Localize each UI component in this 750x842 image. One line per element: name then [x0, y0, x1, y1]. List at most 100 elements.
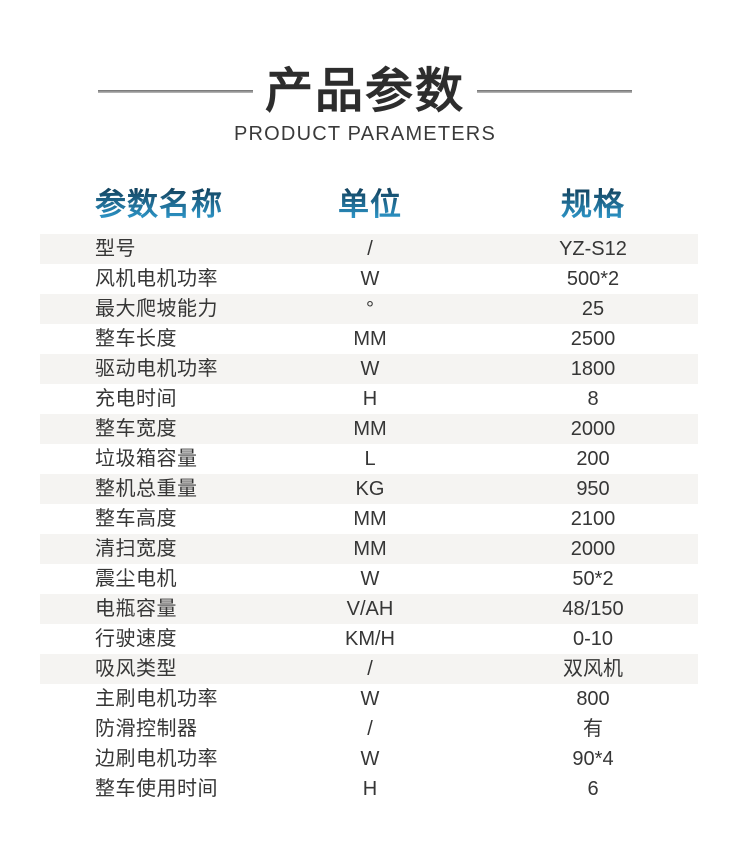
param-spec-cell: 6	[587, 778, 599, 800]
param-unit-cell: L	[364, 448, 376, 470]
row-spacer	[445, 354, 488, 384]
param-unit-cell: MM	[353, 508, 387, 530]
row-spacer	[445, 414, 488, 444]
param-spec-cell: 48/150	[562, 598, 624, 620]
param-spec-cell: 2100	[570, 508, 616, 530]
param-name-cell: 主刷电机功率	[95, 688, 218, 710]
row-spacer	[445, 264, 488, 294]
table-row: 震尘电机 W 50*2	[40, 564, 698, 594]
title-row: 产品参数	[35, 64, 695, 119]
param-spec-cell: 2000	[570, 418, 616, 440]
table-row: 清扫宽度 MM 2000	[40, 534, 698, 564]
column-header-unit-label: 单位	[338, 186, 402, 222]
row-spacer	[445, 654, 488, 684]
param-unit-cell: MM	[353, 418, 387, 440]
param-name-cell: 边刷电机功率	[95, 748, 218, 770]
param-unit-cell: /	[367, 718, 373, 740]
param-spec-cell: 25	[581, 298, 605, 320]
param-spec-cell: YZ-S12	[559, 238, 627, 260]
param-unit-cell: H	[362, 388, 378, 410]
table-row: 最大爬坡能力 ° 25	[40, 294, 698, 324]
row-spacer	[445, 324, 488, 354]
table-row: 整机总重量 KG 950	[40, 474, 698, 504]
table-row: 整车高度 MM 2100	[40, 504, 698, 534]
param-unit-cell: W	[360, 748, 380, 770]
table-header-row: 参数名称 单位 规格	[40, 183, 698, 222]
table-row: 行驶速度 KM/H 0-10	[40, 624, 698, 654]
param-name-cell: 最大爬坡能力	[95, 298, 218, 320]
page-header: 产品参数 PRODUCT PARAMETERS	[35, 0, 695, 147]
table-row: 主刷电机功率 W 800	[40, 684, 698, 714]
param-name-cell: 型号	[95, 238, 136, 260]
param-unit-cell: °	[366, 298, 374, 320]
param-spec-cell: 800	[576, 688, 610, 710]
param-unit-cell: V/AH	[346, 598, 394, 620]
column-header-name-label: 参数名称	[95, 186, 223, 222]
row-spacer	[445, 624, 488, 654]
table-row: 整车长度 MM 2500	[40, 324, 698, 354]
column-header-unit: 单位	[295, 179, 445, 224]
table-row: 驱动电机功率 W 1800	[40, 354, 698, 384]
param-unit-cell: W	[360, 688, 380, 710]
param-name-cell: 行驶速度	[95, 628, 177, 650]
row-spacer	[445, 684, 488, 714]
param-spec-cell: 有	[583, 718, 603, 740]
param-name-cell: 垃圾箱容量	[95, 448, 198, 470]
param-spec-cell: 200	[576, 448, 610, 470]
param-spec-cell: 0-10	[572, 628, 614, 650]
row-spacer	[445, 504, 488, 534]
param-unit-cell: /	[367, 658, 373, 680]
param-name-cell: 清扫宽度	[95, 538, 177, 560]
title-divider-left	[97, 90, 253, 93]
param-unit-cell: W	[360, 268, 380, 290]
row-spacer	[445, 234, 488, 264]
page-title: 产品参数	[264, 65, 465, 118]
column-header-name: 参数名称	[40, 179, 295, 224]
param-unit-cell: W	[360, 568, 380, 590]
table-row: 充电时间 H 8	[40, 384, 698, 414]
row-spacer	[445, 744, 488, 774]
param-unit-cell: KG	[355, 478, 385, 500]
column-header-spec-label: 规格	[561, 186, 625, 222]
page-subtitle: PRODUCT PARAMETERS	[233, 123, 496, 145]
param-unit-cell: /	[367, 238, 373, 260]
row-spacer	[445, 474, 488, 504]
row-spacer	[445, 294, 488, 324]
param-spec-cell: 2500	[570, 328, 616, 350]
row-spacer	[445, 444, 488, 474]
param-spec-cell: 双风机	[563, 658, 623, 680]
param-unit-cell: KM/H	[345, 628, 395, 650]
row-spacer	[445, 594, 488, 624]
table-row: 边刷电机功率 W 90*4	[40, 744, 698, 774]
row-spacer	[445, 774, 488, 804]
param-spec-cell: 8	[587, 388, 599, 410]
param-name-cell: 整车长度	[95, 328, 177, 350]
table-row: 吸风类型 / 双风机	[40, 654, 698, 684]
param-unit-cell: MM	[353, 538, 387, 560]
title-divider-right	[477, 90, 632, 93]
param-name-cell: 风机电机功率	[95, 268, 218, 290]
table-rows: 型号 / YZ-S12 风机电机功率 W 500*2 最大爬坡能力 ° 25 整车长度 MM 2500…	[40, 234, 698, 804]
param-name-cell: 防滑控制器	[95, 718, 198, 740]
param-name-cell: 充电时间	[95, 388, 177, 410]
param-name-cell: 震尘电机	[95, 568, 177, 590]
table-row: 垃圾箱容量 L 200	[40, 444, 698, 474]
param-name-cell: 整车使用时间	[95, 778, 218, 800]
param-unit-cell: MM	[353, 328, 387, 350]
param-name-cell: 整机总重量	[95, 478, 198, 500]
param-spec-cell: 2000	[570, 538, 616, 560]
table-row: 型号 / YZ-S12	[40, 234, 698, 264]
row-spacer	[445, 384, 488, 414]
param-unit-cell: H	[362, 778, 378, 800]
param-unit-cell: W	[360, 358, 380, 380]
param-name-cell: 驱动电机功率	[95, 358, 218, 380]
column-header-spec: 规格	[488, 179, 698, 224]
row-spacer	[445, 534, 488, 564]
table-row: 风机电机功率 W 500*2	[40, 264, 698, 294]
param-name-cell: 整车高度	[95, 508, 177, 530]
table-row: 电瓶容量 V/AH 48/150	[40, 594, 698, 624]
row-spacer	[445, 714, 488, 744]
table-row: 防滑控制器 / 有	[40, 714, 698, 744]
param-spec-cell: 950	[576, 478, 610, 500]
param-name-cell: 电瓶容量	[95, 598, 177, 620]
